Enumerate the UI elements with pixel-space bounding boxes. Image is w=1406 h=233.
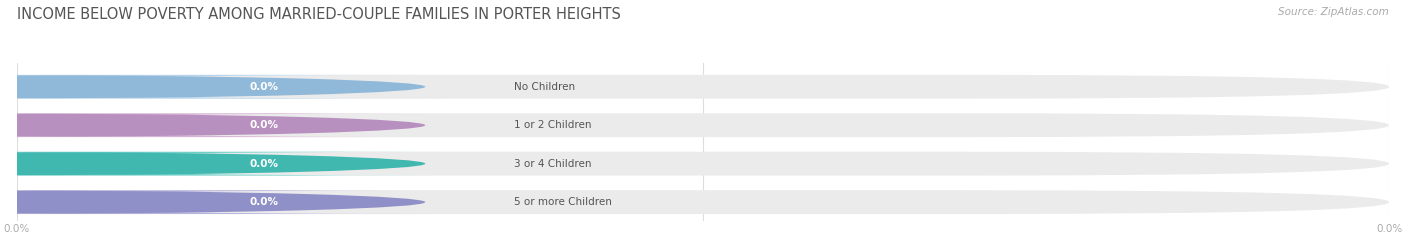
Text: 3 or 4 Children: 3 or 4 Children xyxy=(513,159,592,169)
FancyBboxPatch shape xyxy=(17,152,1389,176)
Text: 0.0%: 0.0% xyxy=(250,82,278,92)
Text: No Children: No Children xyxy=(513,82,575,92)
Text: INCOME BELOW POVERTY AMONG MARRIED-COUPLE FAMILIES IN PORTER HEIGHTS: INCOME BELOW POVERTY AMONG MARRIED-COUPL… xyxy=(17,7,620,22)
FancyBboxPatch shape xyxy=(17,75,1389,99)
Text: 0.0%: 0.0% xyxy=(250,197,278,207)
Circle shape xyxy=(0,114,425,137)
Text: 0.0%: 0.0% xyxy=(250,159,278,169)
FancyBboxPatch shape xyxy=(17,113,1389,137)
Circle shape xyxy=(0,75,425,98)
FancyBboxPatch shape xyxy=(0,190,443,214)
Text: 1 or 2 Children: 1 or 2 Children xyxy=(513,120,592,130)
Text: 0.0%: 0.0% xyxy=(250,120,278,130)
Circle shape xyxy=(0,191,425,214)
FancyBboxPatch shape xyxy=(0,75,443,99)
FancyBboxPatch shape xyxy=(17,190,1389,214)
Text: 5 or more Children: 5 or more Children xyxy=(513,197,612,207)
Text: Source: ZipAtlas.com: Source: ZipAtlas.com xyxy=(1278,7,1389,17)
FancyBboxPatch shape xyxy=(0,113,443,137)
Circle shape xyxy=(0,152,425,175)
FancyBboxPatch shape xyxy=(0,152,443,176)
